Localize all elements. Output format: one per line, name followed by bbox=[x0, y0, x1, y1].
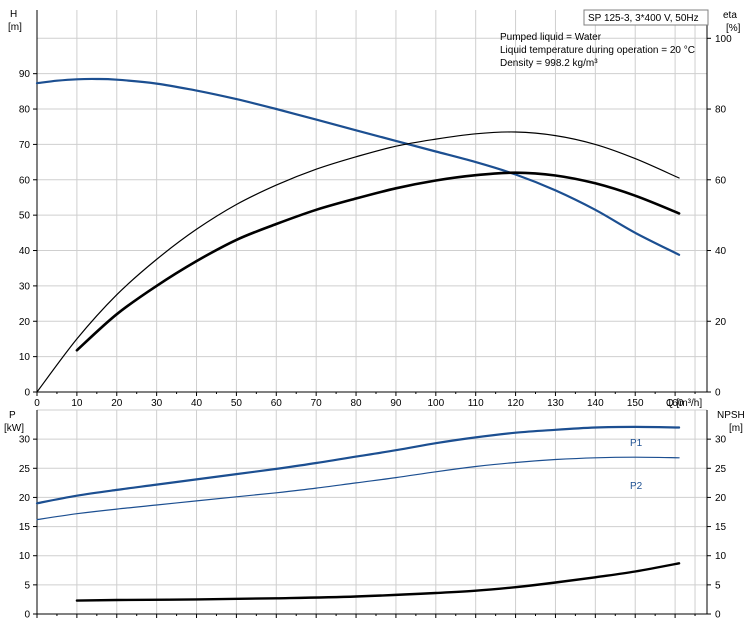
left-tick-label: 20 bbox=[19, 493, 31, 504]
p1-curve bbox=[35, 425, 681, 505]
axes bbox=[33, 10, 711, 618]
left-tick-label: 90 bbox=[19, 69, 31, 80]
p-axis-title: P bbox=[9, 410, 16, 421]
q-axis-title: Q [m³/h] bbox=[666, 398, 702, 409]
panel1-curve-2 bbox=[36, 131, 680, 393]
x-tick-label: 90 bbox=[390, 398, 402, 409]
x-tick-label: 60 bbox=[271, 398, 283, 409]
left-tick-label: 25 bbox=[19, 464, 31, 475]
liquid-temperature-text: Liquid temperature during operation = 20… bbox=[500, 45, 695, 56]
x-tick-label: 20 bbox=[111, 398, 123, 409]
right-tick-label: 10 bbox=[715, 551, 727, 562]
left-tick-label: 5 bbox=[24, 580, 30, 591]
right-tick-label: 15 bbox=[715, 522, 727, 533]
left-tick-label: 70 bbox=[19, 140, 31, 151]
right-tick-label: 20 bbox=[715, 493, 727, 504]
x-tick-label: 10 bbox=[71, 398, 83, 409]
p2-series-label: P2 bbox=[630, 481, 643, 492]
right-tick-label: 20 bbox=[715, 317, 727, 328]
npsh-axis-unit: [m] bbox=[729, 423, 743, 434]
left-tick-label: 40 bbox=[19, 246, 31, 257]
right-tick-label: 0 bbox=[715, 610, 721, 621]
x-tick-label: 150 bbox=[627, 398, 644, 409]
left-tick-label: 10 bbox=[19, 352, 31, 363]
bottom-panel-grid bbox=[37, 409, 707, 614]
eta-axis-unit: [%] bbox=[726, 23, 741, 34]
right-tick-label: 40 bbox=[715, 246, 727, 257]
right-tick-label: 100 bbox=[715, 34, 732, 45]
left-tick-label: 0 bbox=[24, 610, 30, 621]
h-axis-title: H bbox=[10, 9, 17, 20]
model-label: SP 125-3, 3*400 V, 50Hz bbox=[588, 13, 699, 24]
panel2-curve-3 bbox=[75, 562, 681, 602]
top-panel-grid bbox=[37, 10, 707, 392]
h-axis-unit: [m] bbox=[8, 22, 22, 33]
x-tick-label: 30 bbox=[151, 398, 163, 409]
x-tick-label: 120 bbox=[507, 398, 524, 409]
x-tick-label: 80 bbox=[350, 398, 362, 409]
x-tick-label: 140 bbox=[587, 398, 604, 409]
npsh-axis-title: NPSH bbox=[717, 410, 745, 421]
x-tick-label: 110 bbox=[468, 398, 484, 409]
model-label-box bbox=[583, 9, 709, 26]
x-tick-label: 50 bbox=[231, 398, 243, 409]
panel1-curve-3 bbox=[75, 171, 681, 352]
p1-series-label: P1 bbox=[630, 438, 643, 449]
eta-axis-title: eta bbox=[723, 10, 737, 21]
left-tick-label: 15 bbox=[19, 522, 31, 533]
density-text: Density = 998.2 kg/m³ bbox=[500, 58, 598, 69]
left-tick-label: 30 bbox=[19, 281, 31, 292]
right-tick-label: 0 bbox=[715, 388, 721, 399]
x-tick-label: 130 bbox=[547, 398, 564, 409]
right-tick-label: 25 bbox=[715, 464, 727, 475]
p2-curve bbox=[36, 456, 680, 521]
left-tick-label: 30 bbox=[19, 435, 31, 446]
left-tick-label: 50 bbox=[19, 211, 31, 222]
x-tick-label: 40 bbox=[191, 398, 203, 409]
right-tick-label: 30 bbox=[715, 435, 727, 446]
left-tick-label: 0 bbox=[24, 388, 30, 399]
right-tick-label: 80 bbox=[715, 105, 727, 116]
left-tick-label: 80 bbox=[19, 105, 31, 116]
pumped-liquid-text: Pumped liquid = Water bbox=[500, 32, 602, 43]
x-tick-label: 100 bbox=[427, 398, 444, 409]
panel1-curve-1 bbox=[35, 77, 681, 256]
x-tick-label: 70 bbox=[311, 398, 323, 409]
p-axis-unit: [kW] bbox=[4, 423, 24, 434]
x-tick-label: 160 bbox=[667, 398, 684, 409]
left-tick-label: 10 bbox=[19, 551, 31, 562]
left-tick-label: 60 bbox=[19, 175, 31, 186]
top-panel-curves bbox=[35, 77, 681, 393]
left-tick-label: 20 bbox=[19, 317, 31, 328]
bottom-panel-curves bbox=[35, 425, 681, 602]
x-tick-label: 0 bbox=[34, 398, 40, 409]
right-tick-label: 5 bbox=[715, 580, 721, 591]
right-tick-label: 60 bbox=[715, 175, 727, 186]
tick-labels: 0 10 20 30 40 50 60 70 80 90 100 110 120 130 140 150 160… bbox=[19, 34, 732, 621]
